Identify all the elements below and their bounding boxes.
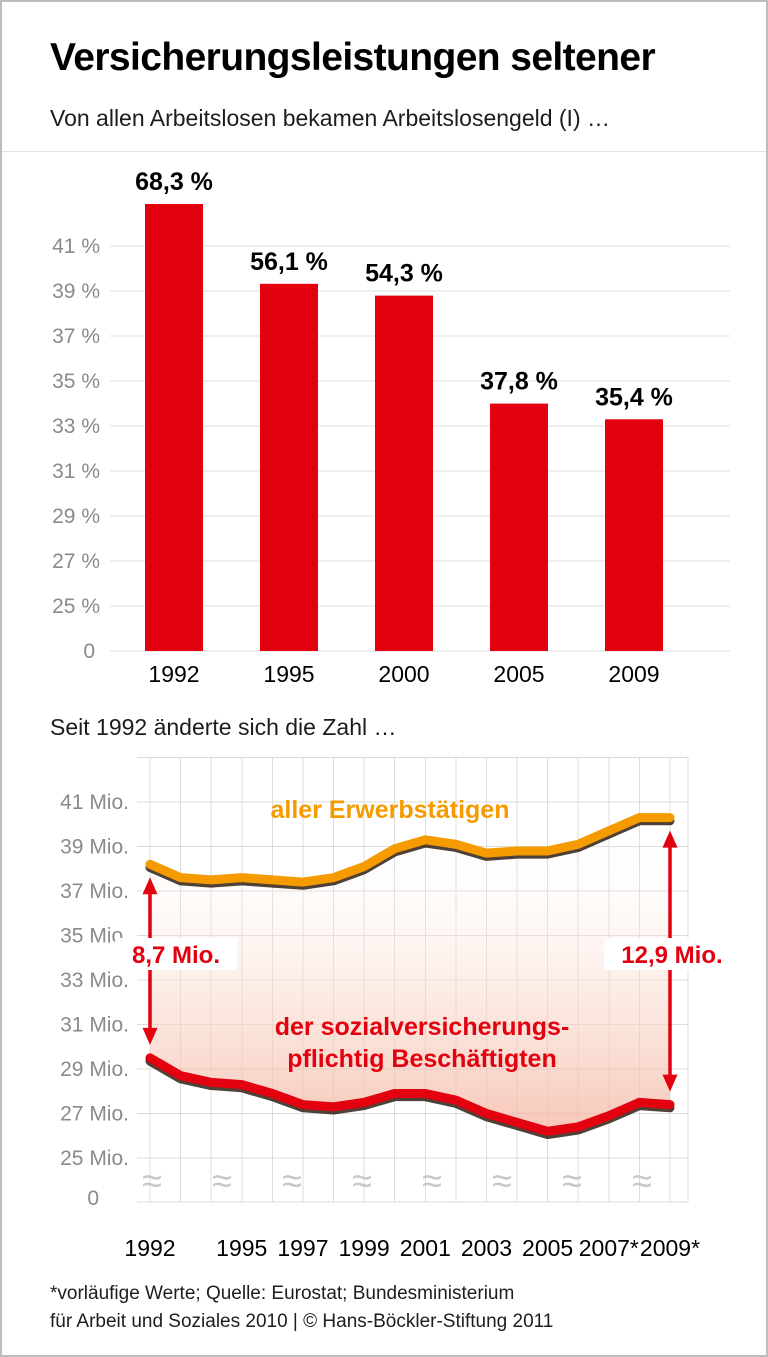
line-beschaeftigte [145, 1053, 675, 1136]
axis-break-mark: ≈ [282, 1160, 302, 1201]
x-axis-tick-label: 2000 [378, 661, 429, 687]
annotation-label: 8,7 Mio. [132, 942, 220, 969]
footnote-line-1: *vorläufige Werte; Quelle: Eurostat; Bun… [50, 1283, 515, 1304]
bar-2005 [490, 403, 548, 651]
x-axis-tick-label: 2007* [579, 1235, 639, 1261]
y-axis-tick-label: 27 Mio. [60, 1103, 129, 1126]
bar-value-label: 35,4 % [595, 383, 673, 411]
bar-1992 [145, 203, 203, 651]
line-chart-subtitle: Seit 1992 änderte sich die Zahl … [50, 714, 397, 740]
y-axis-tick-label: 35 Mio. [60, 925, 129, 948]
axis-break-mark: ≈ [422, 1160, 442, 1201]
y-axis-tick-label: 25 Mio. [60, 1147, 129, 1170]
y-axis-tick-label: 31 % [52, 460, 100, 483]
y-axis-tick-label: 41 Mio. [60, 791, 129, 814]
bar-1995 [260, 283, 318, 651]
y-axis-tick-label: 29 % [52, 505, 100, 528]
y-axis-tick-label: 33 % [52, 415, 100, 438]
x-axis-tick-label: 1995 [263, 661, 314, 687]
bar-2009 [605, 419, 663, 651]
y-axis-tick-label: 25 % [52, 595, 100, 618]
annotation-label: 12,9 Mio. [621, 942, 722, 969]
bar-value-label: 56,1 % [250, 248, 328, 276]
annotation-label-bg [115, 938, 237, 970]
y-axis-tick-label: 31 Mio. [60, 1014, 129, 1037]
arrowhead-down-icon [662, 1074, 678, 1092]
bar-value-label: 37,8 % [480, 368, 558, 396]
axis-break-mark: ≈ [562, 1160, 582, 1201]
bar-chart-subtitle: Von allen Arbeitslosen bekamen Arbeitslo… [50, 105, 610, 131]
y-axis-tick-label: 37 Mio. [60, 880, 129, 903]
area-between-lines [150, 817, 670, 1132]
axis-break-mark: ≈ [632, 1160, 652, 1201]
bar-value-label: 68,3 % [135, 168, 213, 196]
bar-2000 [375, 295, 433, 651]
line-erwerbstaetige [145, 813, 675, 887]
x-axis-tick-label: 2009 [608, 661, 659, 687]
x-axis-tick-label: 2001 [400, 1235, 451, 1261]
x-axis-tick-label: 1992 [124, 1235, 175, 1261]
annotation-label-bg [604, 938, 740, 970]
y-axis-tick-label: 39 Mio. [60, 836, 129, 859]
arrowhead-down-icon [142, 1027, 158, 1045]
arrowhead-up-icon [142, 877, 158, 895]
label-erwerbstaetige: aller Erwerbstätigen [271, 796, 510, 824]
x-axis-tick-label: 1999 [339, 1235, 390, 1261]
y-axis-tick-label: 0 [87, 1187, 99, 1210]
x-axis-tick-label: 1992 [148, 661, 199, 687]
y-axis-tick-label: 39 % [52, 280, 100, 303]
source-line: für Arbeit und Soziales 2010 | © Hans-Bö… [50, 1311, 554, 1332]
header-divider [2, 151, 766, 152]
x-axis-tick-label: 2005 [493, 661, 544, 687]
axis-break-mark: ≈ [142, 1160, 162, 1201]
x-axis-tick-label: 2009* [640, 1235, 700, 1261]
y-axis-tick-label: 33 Mio. [60, 969, 129, 992]
x-axis-tick-label: 2003 [461, 1235, 512, 1261]
page-title: Versicherungsleistungen seltener [50, 36, 656, 79]
y-axis-tick-label: 37 % [52, 325, 100, 348]
label-beschaeftigte-line1: der sozialversicherungs- [275, 1013, 570, 1041]
label-beschaeftigte-line2: pflichtig Beschäftigten [287, 1045, 556, 1073]
y-axis-tick-label: 29 Mio. [60, 1058, 129, 1081]
x-axis-tick-label: 1995 [216, 1235, 267, 1261]
axis-break-mark: ≈ [352, 1160, 372, 1201]
y-axis-tick-label: 27 % [52, 550, 100, 573]
axis-break-mark: ≈ [212, 1160, 232, 1201]
bar-chart: 41 % 39 % 37 % 35 % 33 % 31 % 29 % 27 % 25 % 0 68,… [52, 168, 730, 687]
y-axis-tick-label: 35 % [52, 370, 100, 393]
y-axis-tick-label: 41 % [52, 235, 100, 258]
axis-break-mark: ≈ [492, 1160, 512, 1201]
y-axis-tick-label: 0 [83, 640, 95, 663]
x-axis-tick-label: 1997 [277, 1235, 328, 1261]
line-chart: 41 Mio. 39 Mio. 37 Mio. 35 Mio. 33 Mio. 31 Mi… [60, 757, 740, 1261]
arrowhead-up-icon [662, 830, 678, 848]
bar-value-label: 54,3 % [365, 260, 443, 288]
x-axis-tick-label: 2005 [522, 1235, 573, 1261]
